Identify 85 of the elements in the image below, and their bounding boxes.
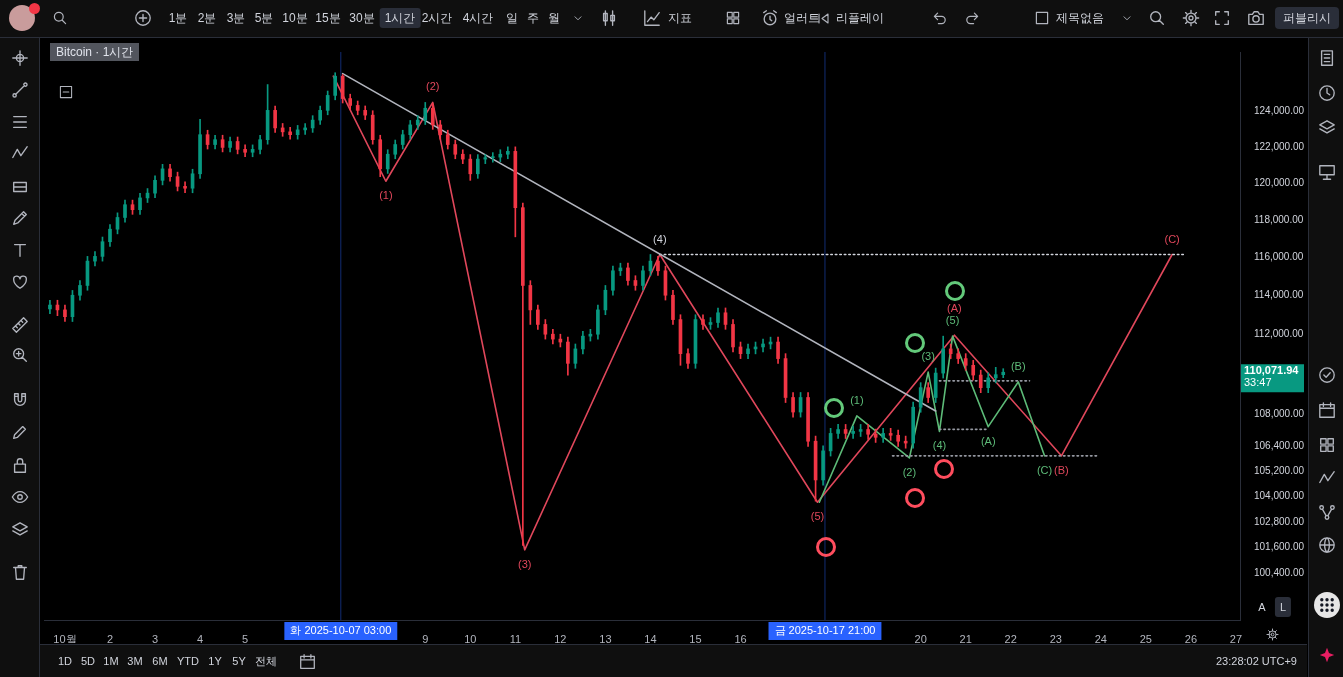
annotation: (3)	[921, 350, 935, 363]
text: 23:28:02 UTC+9	[1215, 654, 1297, 669]
text: 주	[527, 10, 539, 26]
text: 얼러트	[784, 10, 820, 26]
text: 2시간	[421, 10, 453, 26]
x-tick-label: 15	[689, 632, 702, 645]
x-tick-label: 9	[422, 632, 429, 645]
text: YTD	[177, 654, 199, 669]
annotation: (4)	[653, 232, 667, 245]
text: 6M	[152, 654, 168, 669]
x-tick-label: 20	[914, 632, 927, 645]
ref-line-label: 금 2025-10-17 21:00	[774, 624, 876, 637]
x-tick-label: 2	[106, 632, 114, 645]
text: 1분	[168, 10, 188, 26]
text: A	[1258, 600, 1266, 615]
annotation: (2)	[902, 465, 917, 478]
text: 5D	[80, 654, 96, 669]
annotation: (4)	[932, 439, 947, 452]
x-tick-label: 21	[959, 632, 972, 645]
x-tick-label: 5	[242, 632, 249, 645]
x-tick-label: 14	[644, 632, 657, 645]
y-tick-label: 114,000.00	[1254, 289, 1304, 301]
ref-line-label: 화 2025-10-07 03:00	[290, 624, 392, 637]
text: 3M	[127, 654, 143, 669]
annotation: (1)	[379, 189, 393, 202]
y-tick-label: 106,400.00	[1254, 440, 1305, 452]
annotation: (3)	[517, 557, 532, 570]
text: L	[1274, 597, 1292, 617]
text: 일	[506, 10, 518, 26]
text: 30분	[349, 10, 375, 26]
x-tick-label: 3	[151, 632, 159, 645]
y-tick-label: 124,000.00	[1254, 105, 1305, 116]
text: 33:47	[1244, 376, 1272, 389]
annotation: (5)	[810, 510, 825, 523]
y-tick-label: 120,000.00	[1254, 176, 1305, 188]
annotation: (C)	[1164, 232, 1180, 245]
text: 3분	[226, 10, 246, 26]
y-tick-label: 116,000.00	[1254, 251, 1304, 263]
y-tick-label: 100,400.00	[1254, 567, 1305, 579]
text: 월	[548, 10, 560, 26]
annotation: (B)	[1010, 359, 1026, 372]
annotation: (2)	[426, 80, 440, 93]
y-tick-label: 108,000.00	[1254, 407, 1305, 419]
annotation: (B)	[1054, 463, 1069, 476]
text: 10분	[282, 10, 308, 26]
text: 4시간	[462, 10, 494, 26]
text: 1D	[57, 654, 73, 669]
text: 지표	[668, 10, 692, 26]
text: 1Y	[208, 654, 222, 669]
x-tick-label: 11	[509, 632, 522, 645]
x-tick-label: 12	[554, 632, 567, 645]
text: 제목없음	[1056, 10, 1104, 26]
y-tick-label: 104,000.00	[1254, 490, 1305, 502]
text: 1시간	[379, 8, 421, 28]
y-tick-label: 102,800.00	[1254, 515, 1305, 527]
x-tick-label: 26	[1184, 632, 1198, 645]
text: 5분	[254, 10, 274, 26]
y-tick-label: 112,000.00	[1254, 327, 1304, 339]
annotation: (1)	[850, 393, 864, 406]
text: 퍼블리시	[1275, 7, 1339, 29]
annotation: (A)	[947, 302, 962, 315]
x-tick-label: 16	[734, 632, 747, 645]
x-tick-label: 13	[599, 632, 612, 645]
annotation: (C)	[1036, 463, 1053, 476]
y-tick-label: 101,600.00	[1254, 541, 1305, 553]
y-tick-label: 105,200.00	[1254, 465, 1305, 477]
y-tick-label: 122,000.00	[1254, 140, 1305, 152]
y-tick-label: 118,000.00	[1254, 213, 1304, 225]
x-tick-label: 10	[464, 632, 477, 645]
annotation: (A)	[980, 434, 996, 447]
x-tick-label: 25	[1139, 632, 1152, 645]
text: 15분	[315, 10, 341, 26]
chart-title: Bitcoin · 1시간	[50, 43, 140, 61]
text: 1M	[103, 654, 119, 669]
x-tick-label: 23	[1049, 632, 1062, 645]
text: 리플레이	[836, 10, 884, 26]
annotation: (5)	[945, 314, 960, 327]
x-tick-label: 24	[1094, 632, 1107, 645]
x-tick-label: 27	[1229, 632, 1243, 645]
text: 전체	[255, 654, 277, 669]
text: 2분	[197, 10, 217, 26]
text: 5Y	[232, 654, 246, 669]
text: 110,071.94	[1244, 364, 1300, 377]
x-tick-label: 22	[1004, 632, 1017, 645]
x-tick-label: 4	[197, 632, 204, 645]
